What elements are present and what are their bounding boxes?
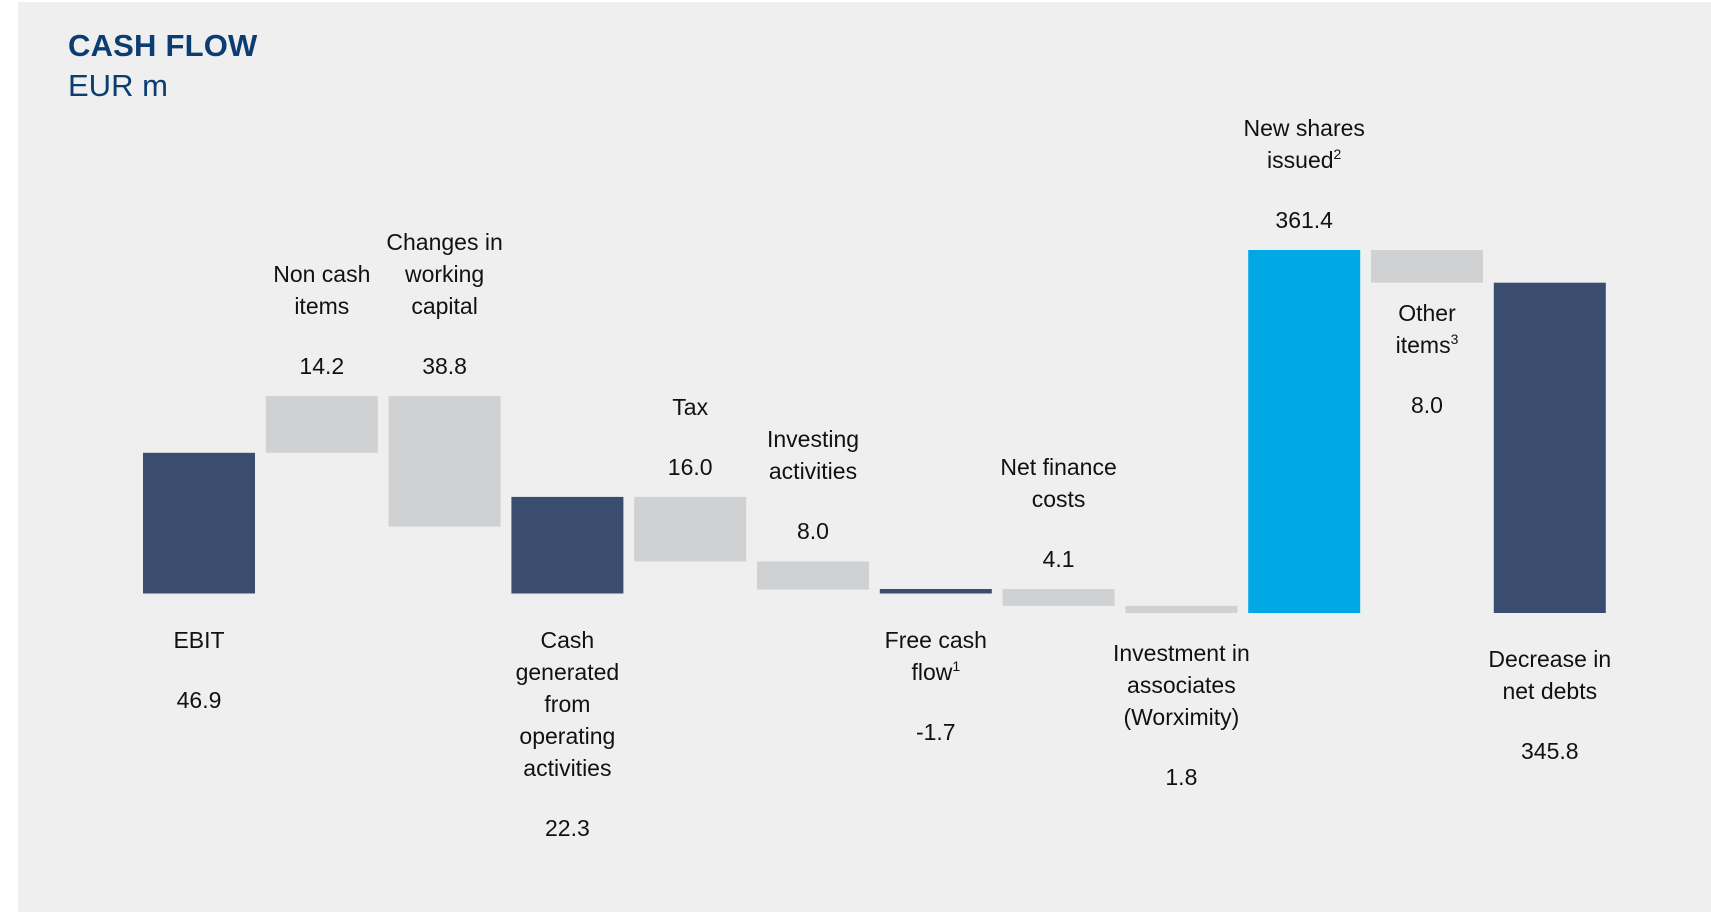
value-label-cash-generated-from-operating-activities: 22.3 bbox=[545, 814, 590, 841]
value-label-new-shares-issued: 361.4 bbox=[1275, 207, 1333, 233]
bar-other-items bbox=[1371, 250, 1483, 283]
category-label-investing-activities: Investing activities bbox=[766, 426, 860, 485]
chart-panel bbox=[18, 2, 1711, 912]
category-label-tax: Tax bbox=[672, 393, 709, 420]
bar-decrease-in-net-debts bbox=[1493, 282, 1606, 613]
bar-free-cash-flow bbox=[879, 589, 992, 594]
bar-investment-in-associates-worximity bbox=[1125, 605, 1238, 613]
bar-tax bbox=[634, 496, 747, 562]
bar-ebit bbox=[143, 452, 255, 594]
footnote-marker: 1 bbox=[952, 657, 961, 674]
category-label-net-finance-costs: Net finance costs bbox=[1000, 454, 1117, 512]
category-label-non-cash-items: Non cash items bbox=[273, 261, 371, 320]
value-label-free-cash-flow: -1.7 bbox=[915, 718, 956, 745]
value-label-investment-in-associates-worximity: 1.8 bbox=[1165, 764, 1198, 790]
chart-title: CASH FLOW bbox=[68, 28, 258, 63]
category-label-investment-in-associates-worximity: Investment in associates (Worximity) bbox=[1112, 640, 1250, 730]
category-label-decrease-in-net-debts: Decrease in net debts bbox=[1488, 646, 1612, 704]
category-label-cash-generated-from-operating-activities: Cash generated from operating activities bbox=[515, 626, 620, 781]
bar-changes-in-working-capital bbox=[388, 396, 501, 527]
value-label-changes-in-working-capital: 38.8 bbox=[422, 353, 467, 380]
value-label-ebit: 46.9 bbox=[176, 686, 222, 713]
bar-net-finance-costs bbox=[1002, 589, 1115, 606]
value-label-net-finance-costs: 4.1 bbox=[1042, 546, 1075, 572]
footnote-marker: 2 bbox=[1333, 146, 1342, 162]
value-label-decrease-in-net-debts: 345.8 bbox=[1521, 738, 1579, 764]
category-label-free-cash-flow: Free cash flow1 bbox=[884, 626, 987, 685]
bar-investing-activities bbox=[757, 561, 869, 590]
bar-non-cash-items bbox=[265, 396, 378, 453]
bar-new-shares-issued bbox=[1248, 250, 1361, 613]
value-label-non-cash-items: 14.2 bbox=[299, 353, 345, 380]
chart-subtitle: EUR m bbox=[68, 68, 168, 103]
category-label-new-shares-issued: New shares issued2 bbox=[1243, 115, 1365, 173]
footnote-marker: 3 bbox=[1450, 330, 1459, 347]
category-label-other-items: Other items3 bbox=[1395, 299, 1459, 358]
value-label-other-items: 8.0 bbox=[1411, 391, 1443, 418]
value-label-tax: 16.0 bbox=[667, 453, 713, 480]
category-label-ebit: EBIT bbox=[173, 626, 225, 653]
category-label-changes-in-working-capital: Changes in working capital bbox=[386, 229, 503, 320]
bar-cash-generated-from-operating-activities bbox=[511, 496, 624, 594]
value-label-investing-activities: 8.0 bbox=[797, 518, 829, 545]
